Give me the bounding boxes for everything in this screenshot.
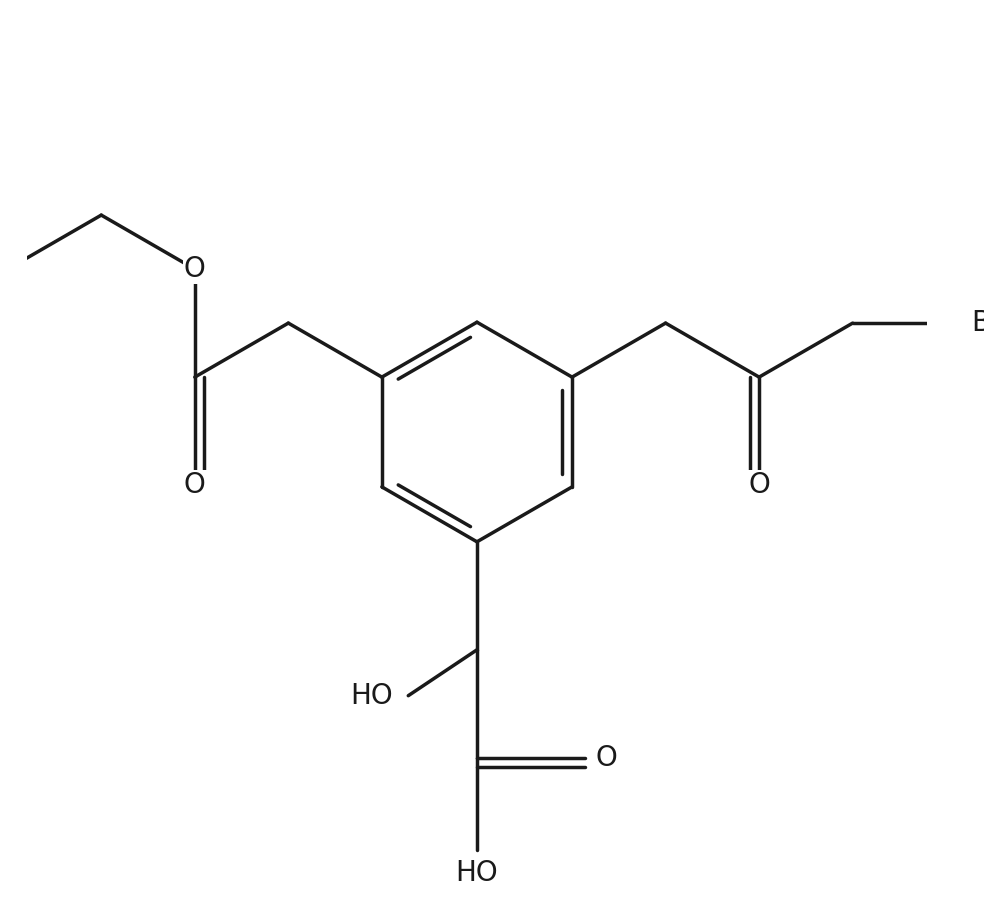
Text: O: O xyxy=(184,471,206,500)
Text: O: O xyxy=(748,471,770,500)
Text: HO: HO xyxy=(456,859,498,886)
Text: Br: Br xyxy=(971,309,984,338)
Text: O: O xyxy=(595,743,618,772)
Text: O: O xyxy=(184,255,206,284)
Text: HO: HO xyxy=(350,681,393,710)
